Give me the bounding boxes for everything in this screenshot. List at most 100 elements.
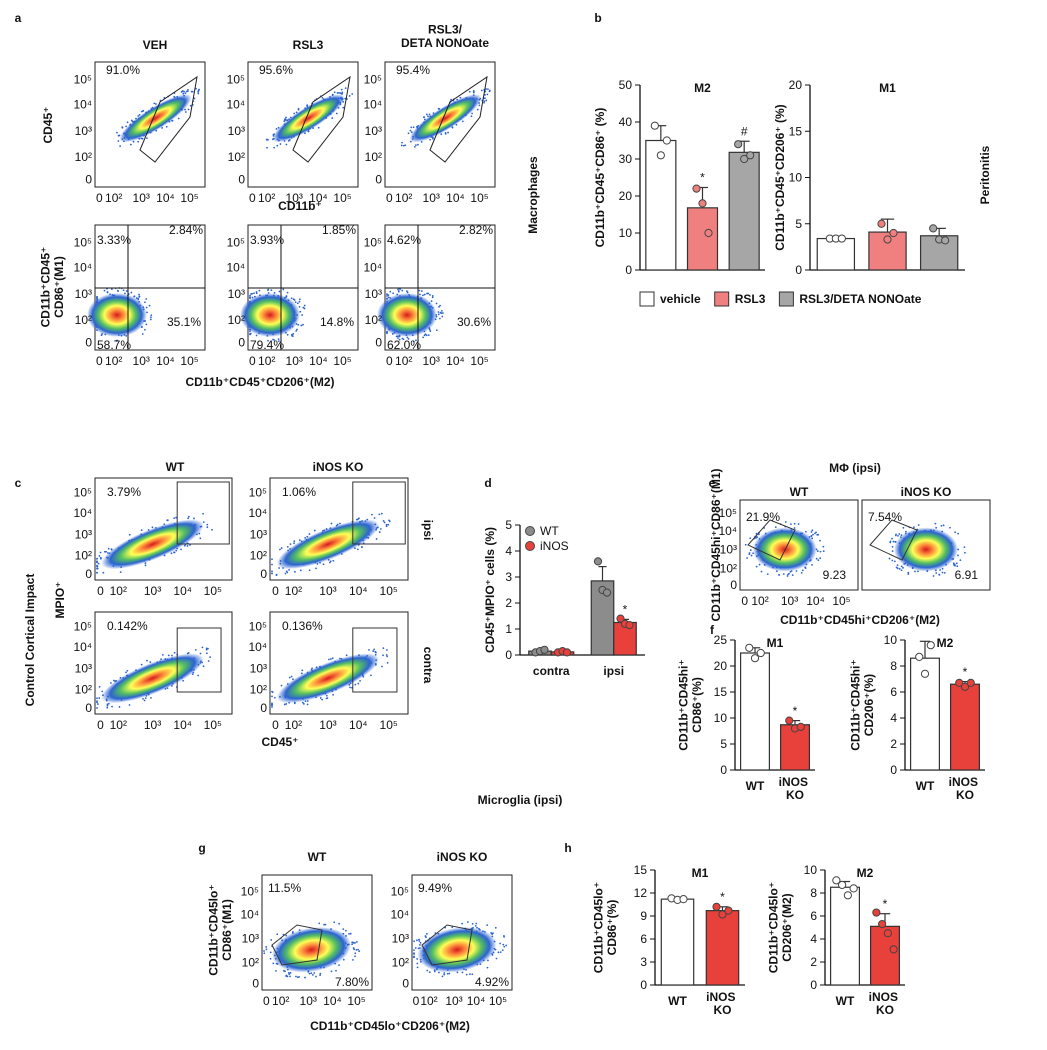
x-tick-label: 10⁵	[333, 191, 351, 205]
event-dot	[271, 703, 273, 706]
x-tick-label: 10⁵	[489, 994, 507, 1008]
y-tick-label: 10⁴	[240, 907, 259, 921]
label-line: CD11b⁺CD45lo⁺	[207, 884, 221, 975]
event-dot	[416, 962, 419, 965]
event-dot	[405, 290, 408, 293]
event-dot	[896, 564, 899, 567]
event-dot	[183, 90, 185, 93]
gate-percent: 1.06%	[282, 485, 316, 499]
event-dot	[505, 944, 508, 947]
column-header: WT	[790, 485, 809, 499]
event-dot	[273, 696, 276, 699]
event-dot	[145, 298, 148, 300]
event-dot	[949, 526, 951, 529]
y-tick-label: 10²	[75, 683, 92, 697]
density-cloud	[413, 921, 508, 978]
gate-percent: 9.49%	[418, 881, 452, 895]
event-dot	[284, 572, 287, 575]
bar	[829, 886, 860, 986]
event-dot	[501, 949, 504, 952]
y-tick-label: 15	[714, 685, 728, 699]
event-dot	[150, 696, 152, 699]
data-point	[849, 884, 858, 893]
event-dot	[943, 571, 946, 574]
y-tick-label: 10⁵	[74, 236, 92, 250]
event-dot	[117, 140, 120, 142]
event-dot	[774, 526, 777, 529]
event-dot	[193, 97, 196, 100]
event-dot	[109, 682, 112, 684]
event-dot	[423, 293, 426, 296]
label-line: CD11b⁺CD45⁺	[39, 247, 53, 328]
density-cloud	[87, 287, 153, 342]
event-dot	[423, 116, 426, 118]
event-dot	[341, 91, 344, 94]
x-tick-label: 10⁵	[333, 354, 351, 368]
event-dot	[96, 295, 98, 298]
event-dot	[310, 972, 313, 975]
data-point	[883, 235, 892, 244]
y-tick-label: 20	[714, 659, 728, 673]
event-dot	[469, 973, 471, 976]
event-dot	[142, 697, 144, 700]
event-dot	[418, 940, 421, 942]
y-tick-label: 10³	[228, 287, 245, 301]
axis-label: MPIO⁺	[53, 581, 67, 618]
event-dot	[757, 533, 760, 536]
density-cloud	[263, 921, 361, 979]
event-dot	[446, 972, 449, 975]
y-tick-label: 0	[810, 978, 817, 992]
event-dot	[354, 683, 357, 686]
event-dot	[749, 549, 752, 551]
event-dot	[801, 569, 804, 572]
event-dot	[189, 104, 192, 107]
y-tick-label: 0	[375, 336, 382, 350]
event-dot	[319, 697, 322, 699]
x-tick-label: 10⁴	[173, 718, 192, 732]
event-dot	[392, 292, 395, 295]
x-tick-label: WT	[668, 994, 687, 1008]
event-dot	[964, 551, 966, 554]
event-dot	[898, 567, 901, 570]
gate	[747, 519, 796, 561]
event-dot	[271, 572, 273, 575]
event-dot	[907, 571, 910, 574]
event-dot	[271, 695, 273, 698]
event-dot	[397, 290, 400, 293]
event-dot	[468, 90, 471, 93]
event-dot	[180, 548, 182, 551]
event-dot	[276, 144, 279, 147]
event-dot	[383, 521, 386, 524]
event-dot	[371, 513, 373, 516]
data-point	[955, 678, 964, 688]
event-dot	[409, 129, 412, 132]
event-dot	[266, 138, 268, 141]
event-dot	[339, 92, 342, 95]
density-core	[894, 527, 958, 572]
event-dot	[138, 293, 140, 296]
event-dot	[811, 529, 814, 532]
data-point	[602, 588, 612, 597]
gate-percent: 11.5%	[268, 881, 301, 895]
event-dot	[418, 938, 420, 941]
label-line: CD11b⁺CD45hi⁺	[849, 659, 863, 750]
axis-label: CD11b⁺CD45⁺CD206⁺ (%)	[773, 104, 787, 250]
x-tick-label: 10²	[285, 584, 302, 598]
y-tick-label: 10²	[365, 313, 382, 327]
data-point	[745, 643, 754, 652]
axis-label: CD45⁺MPIO⁺ cells (%)	[483, 527, 497, 653]
event-dot	[897, 534, 899, 537]
x-tick-label: 10⁴	[173, 584, 192, 598]
quadrant-percent: 3.93%	[250, 233, 284, 247]
label-line: CD86⁺(M1)	[52, 256, 66, 318]
event-dot	[173, 551, 176, 554]
event-dot	[354, 941, 356, 944]
x-tick-label: 10³	[319, 718, 336, 732]
event-dot	[428, 971, 431, 974]
event-dot	[285, 570, 288, 573]
event-dot	[144, 564, 147, 567]
gate	[139, 75, 198, 163]
axis-label: CD11b⁺CD45⁺CD86⁺ (%)	[593, 108, 607, 248]
x-tick-label: 10²	[751, 594, 768, 608]
